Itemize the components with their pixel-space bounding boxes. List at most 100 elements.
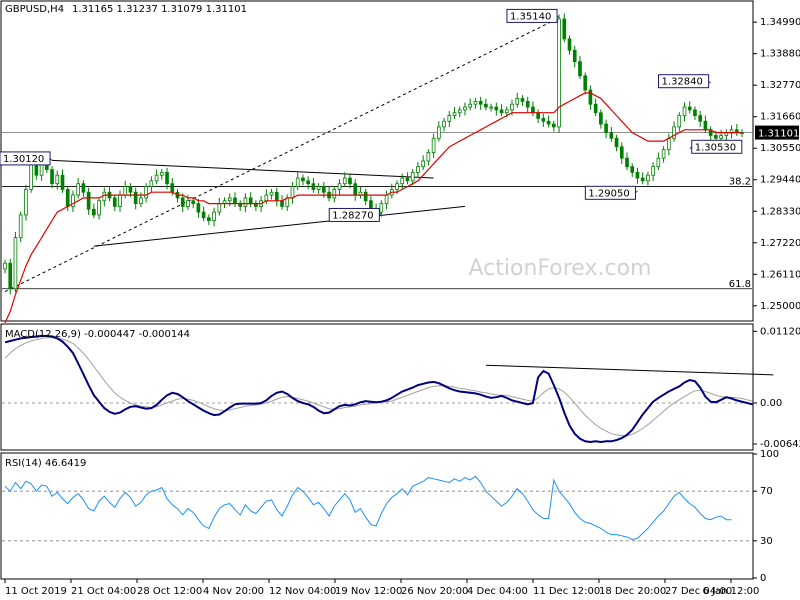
candle-body — [154, 174, 159, 182]
candle-body — [274, 191, 279, 202]
candle-body — [552, 123, 556, 128]
annotation-label: 1.32840 — [662, 77, 703, 88]
macd-trendline — [485, 364, 774, 376]
candle-body — [714, 135, 718, 139]
candle-body — [421, 160, 425, 168]
candle-body — [18, 214, 23, 239]
price-annotations: 1.30120 1.28270 1.35140 1.29050 1.32840 1.305… — [0, 8, 743, 222]
candle-body — [463, 106, 467, 111]
current-price-label: 1.31101 — [758, 129, 799, 140]
time-tick-label: 4 Dec 04:00 — [467, 586, 528, 597]
candle-body — [405, 177, 410, 182]
candle-body — [290, 186, 295, 199]
candle-body — [13, 237, 18, 290]
candle-body — [227, 197, 232, 202]
candle-body — [379, 203, 384, 213]
candle-body — [306, 180, 310, 185]
candle-body — [452, 112, 457, 116]
price-axis: 1.34990 1.33880 1.32770 1.31660 1.30550 1.294… — [753, 17, 800, 312]
rsi-line — [4, 475, 732, 541]
time-tick-label: 21 Oct 04:00 — [71, 586, 136, 597]
candle-body — [682, 106, 687, 116]
annotation-box — [584, 185, 636, 200]
moving-average — [4, 92, 742, 324]
macd-trendline — [485, 364, 774, 376]
candle-body — [609, 132, 614, 139]
rsi-title: RSI(14) 46.6419 — [5, 458, 86, 469]
fib-level-label: 61.8 — [729, 279, 751, 290]
candle-body — [437, 126, 441, 139]
candle-body — [719, 135, 723, 139]
candle-body — [630, 166, 635, 173]
rsi-tick-label: 0 — [760, 573, 766, 584]
watermark: ActionForex.com — [469, 256, 652, 281]
candle-body — [212, 211, 216, 222]
candle-body — [619, 146, 624, 159]
candle-body — [588, 89, 593, 105]
candle-body — [457, 109, 462, 114]
price-tick-label: 1.25000 — [760, 301, 800, 312]
annotation-label: 1.29050 — [588, 188, 629, 199]
time-axis: 11 Oct 2019 21 Oct 04:00 28 Oct 12:00 4 Nov… — [4, 579, 759, 597]
candle-body — [640, 177, 645, 182]
candle-body — [442, 120, 446, 128]
candle-body — [112, 197, 117, 207]
candle-body — [698, 115, 703, 122]
candle-body — [395, 183, 399, 190]
candle-body — [149, 180, 154, 187]
time-tick-label: 27 Dec 04:00 — [665, 586, 732, 597]
price-tick-label: 1.33880 — [760, 49, 800, 60]
candle-body — [170, 183, 175, 193]
candle-body — [285, 197, 290, 207]
macd-axis: 0.011209 0.00 -0.00642 — [753, 326, 800, 450]
price-tick-label: 1.29440 — [760, 175, 800, 186]
time-tick-label: 12 Nov 04:00 — [269, 586, 336, 597]
macd-lines — [4, 334, 753, 444]
candle-body — [531, 106, 535, 114]
candle-body — [646, 174, 650, 182]
candle-body — [71, 194, 75, 207]
candle-body — [572, 49, 577, 63]
candle-body — [102, 191, 107, 202]
candle-body — [86, 191, 91, 210]
candle-body — [55, 174, 60, 185]
candle-body — [504, 109, 509, 114]
candle-body — [604, 123, 608, 134]
candle-body — [191, 200, 195, 204]
fib-level-label: 38.2 — [729, 177, 751, 188]
macd-title: MACD(12,26,9) -0.000447 -0.000144 — [5, 329, 190, 340]
candle-body — [186, 200, 190, 207]
candle-body — [295, 177, 300, 187]
macd-tick-label: -0.00642 — [760, 439, 800, 450]
candle-body — [410, 171, 415, 182]
candle-body — [180, 197, 185, 207]
candle-body — [515, 98, 520, 105]
annotation-box — [506, 8, 558, 23]
candle-body — [599, 112, 603, 125]
candle-body — [693, 109, 697, 116]
candle-body — [322, 186, 326, 193]
rsi-reference-lines — [2, 490, 752, 542]
candle-body — [201, 211, 206, 219]
price-tick-label: 1.32770 — [760, 80, 800, 91]
candle-body — [499, 109, 504, 114]
annotation-label: 1.35140 — [510, 11, 551, 22]
price-tick-label: 1.26110 — [760, 269, 800, 280]
time-tick-label: 11 Oct 2019 — [5, 586, 67, 597]
candle-body — [489, 106, 493, 109]
candle-body — [447, 115, 452, 122]
candle-body — [666, 137, 671, 151]
candle-body — [510, 103, 514, 111]
macd-main-line — [4, 334, 753, 444]
candle-body — [97, 200, 101, 216]
trendline-lower — [93, 205, 466, 247]
rsi-tick-label: 70 — [760, 486, 773, 497]
candle-body — [593, 103, 598, 114]
candle-body — [656, 157, 661, 168]
candle-body — [546, 120, 551, 125]
candle-body — [703, 120, 708, 131]
candle-body — [426, 152, 431, 162]
candle-body — [207, 217, 211, 222]
moving-average-line — [4, 92, 742, 324]
